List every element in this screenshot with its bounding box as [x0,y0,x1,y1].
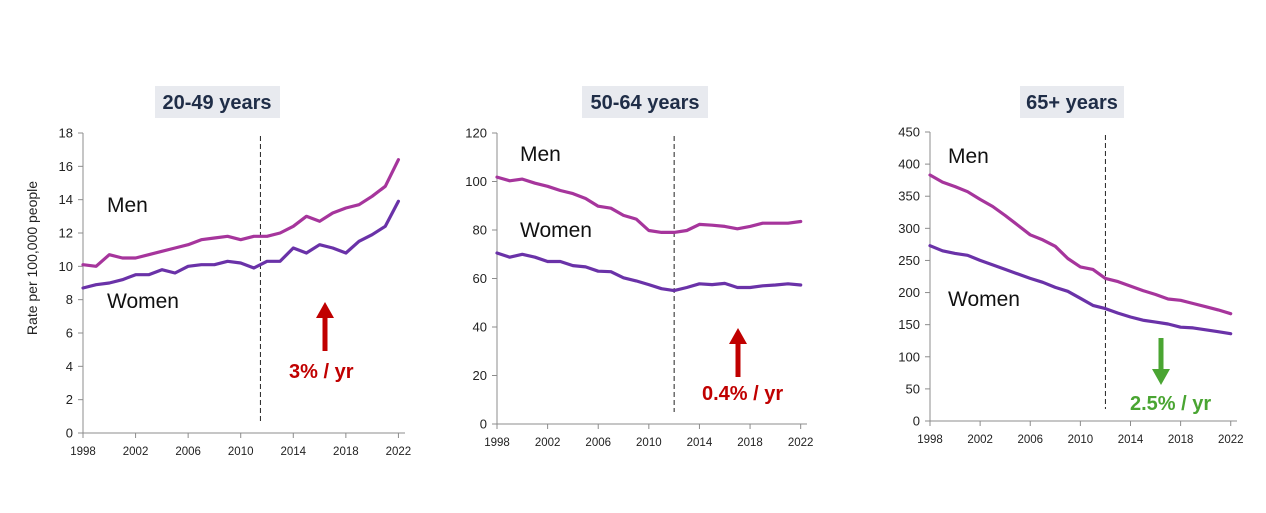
chart-panel-50-64: 50-64 years Men Women 0.4% / yr 0 20 40 60 8… [465,86,813,449]
arrow-up-icon [729,328,747,344]
title-background [1020,86,1124,118]
arrow-up-icon [316,302,334,318]
series-label-men: Men [107,194,148,217]
y-tick-label: 120 [465,126,487,141]
series-line-women [81,199,400,290]
y-tick-label: 50 [906,381,920,396]
trend-annotation: 2.5% / yr [1130,393,1211,415]
x-tick-label: 2006 [1017,434,1043,446]
y-tick-label: 40 [473,320,487,335]
trend-annotation: 3% / yr [289,361,354,383]
x-tick-label: 2018 [737,437,763,449]
title-background [155,86,280,118]
series-label-women: Women [520,219,592,242]
series-label-women: Women [948,288,1020,311]
y-tick-label: 18 [59,126,73,141]
x-tick-label: 2010 [228,446,254,458]
chart-title: 65+ years [1026,92,1118,114]
x-tick-label: 2006 [585,437,611,449]
y-tick-label: 0 [66,426,73,441]
series-label-women: Women [107,290,179,313]
x-tick-label: 2002 [967,434,993,446]
chart-panel-65plus: 65+ years Men Women 2.5% / yr 0 50 100 150 2… [898,86,1244,446]
series-line-men [928,173,1233,316]
y-tick-label: 100 [465,174,487,189]
x-tick-label: 2018 [1168,434,1194,446]
y-tick-label: 14 [59,192,73,207]
y-tick-label: 60 [473,271,487,286]
chart-title: 20-49 years [163,92,272,114]
y-tick-label: 12 [59,226,73,241]
y-tick-label: 80 [473,223,487,238]
trend-annotation: 0.4% / yr [702,383,783,405]
series-label-men: Men [948,145,989,168]
series-line-men [495,175,803,234]
x-tick-label: 2022 [1218,434,1244,446]
x-tick-label: 2022 [788,437,814,449]
y-tick-label: 16 [59,159,73,174]
y-tick-label: 20 [473,368,487,383]
y-tick-label: 10 [59,259,73,274]
y-tick-label: 200 [898,285,920,300]
y-tick-label: 6 [66,326,73,341]
chart-panel-20-49: 20-49 years Rate per 100,000 people Men … [24,86,411,458]
x-tick-label: 2014 [1118,434,1144,446]
series-line-women [495,251,803,293]
x-tick-label: 2014 [687,437,713,449]
series-line-women [928,244,1233,336]
series-line-men [81,158,400,268]
y-axis-label: Rate per 100,000 people [24,181,40,335]
x-tick-label: 1998 [70,446,96,458]
x-tick-label: 2018 [333,446,359,458]
y-tick-label: 250 [898,253,920,268]
x-tick-label: 2022 [386,446,412,458]
arrow-down-icon [1152,369,1170,385]
y-tick-label: 300 [898,221,920,236]
x-tick-label: 2006 [175,446,201,458]
x-tick-label: 2010 [1068,434,1094,446]
x-tick-label: 2002 [535,437,561,449]
x-tick-label: 1998 [917,434,943,446]
chart-title: 50-64 years [591,92,700,114]
y-tick-label: 100 [898,349,920,364]
x-tick-label: 2014 [280,446,306,458]
x-tick-label: 2002 [123,446,149,458]
y-tick-label: 0 [913,414,920,429]
x-tick-label: 1998 [484,437,510,449]
y-tick-label: 4 [66,359,73,374]
y-tick-label: 150 [898,317,920,332]
title-background [582,86,708,118]
y-tick-label: 400 [898,157,920,172]
y-tick-label: 350 [898,189,920,204]
y-tick-label: 2 [66,392,73,407]
y-tick-label: 8 [66,292,73,307]
y-tick-label: 0 [480,417,487,432]
series-label-men: Men [520,143,561,166]
x-tick-label: 2010 [636,437,662,449]
y-tick-label: 450 [898,125,920,140]
